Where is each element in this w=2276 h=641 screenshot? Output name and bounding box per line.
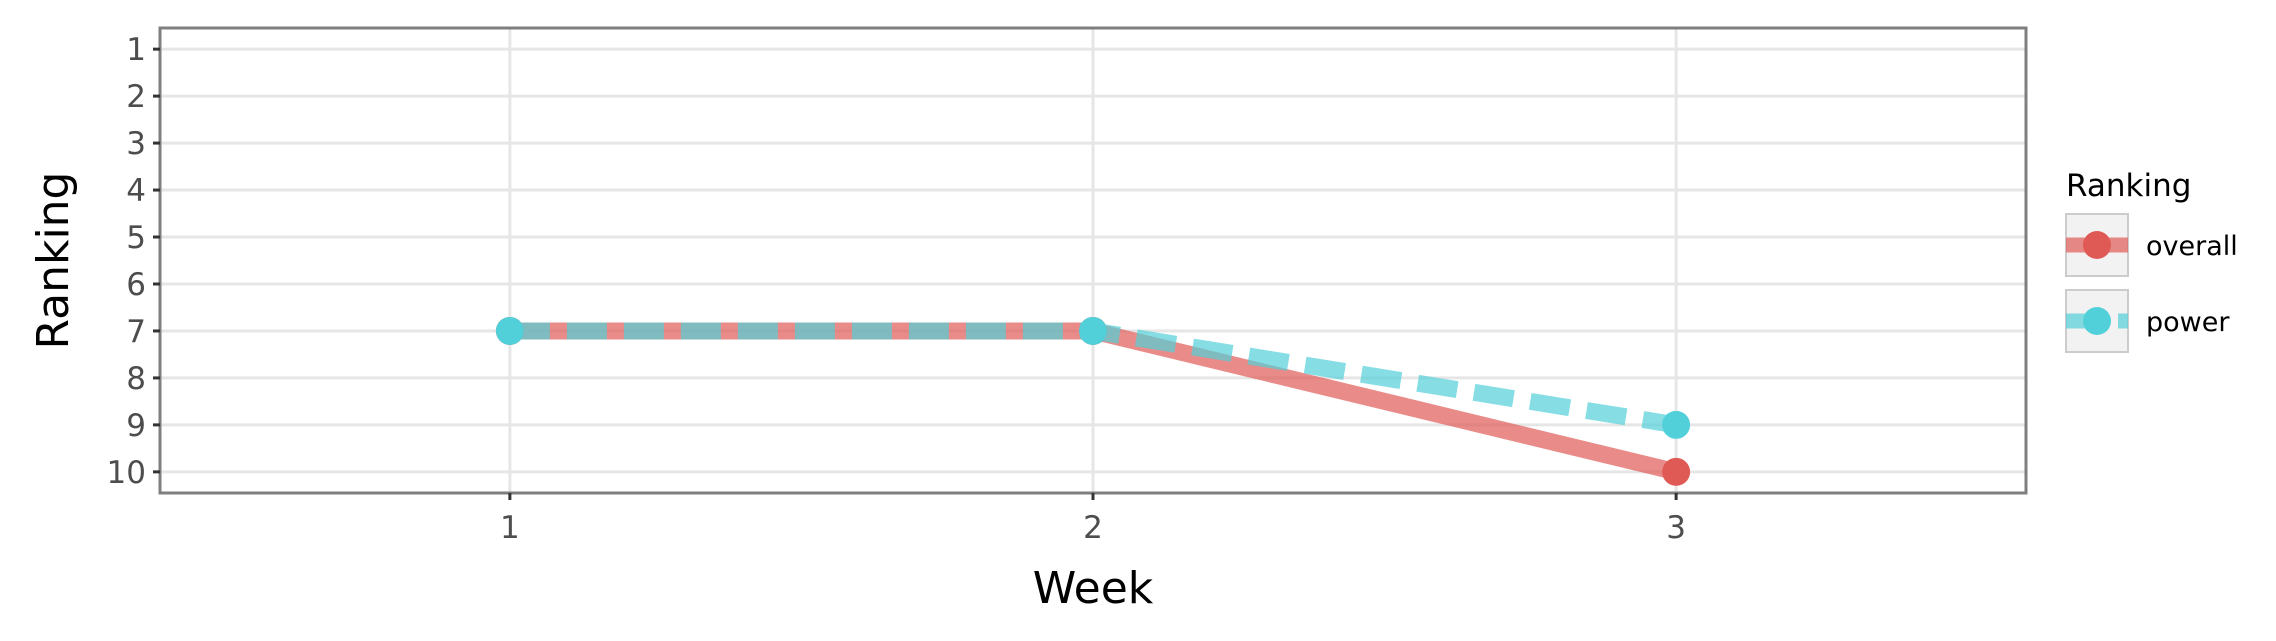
point-power-week-2 [1079,316,1107,345]
x-tick-label-2: 2 [1083,510,1103,546]
y-tick-label-9: 9 [126,408,146,444]
point-power-week-1 [495,316,524,345]
legend-title: Ranking [2066,168,2191,204]
point-overall-week-3 [1662,457,1691,486]
y-tick-label-1: 1 [126,32,146,68]
y-tick-label-2: 2 [126,79,146,115]
y-axis-title: Ranking [28,172,79,350]
grid-lines [160,28,2026,493]
point-power-week-3 [1662,410,1691,439]
legend-key-point-power [2083,307,2111,335]
axis-ticks: 1 2 3 4 5 6 7 8 9 10 1 2 3 [107,32,1686,546]
legend-label-overall: overall [2146,231,2238,262]
x-tick-label-3: 3 [1666,510,1686,546]
x-axis-title: Week [1033,563,1154,614]
legend-key-point-overall [2083,231,2111,259]
legend: Ranking overall power [2065,168,2238,353]
y-tick-label-10: 10 [107,455,146,491]
y-tick-label-4: 4 [126,173,146,209]
legend-label-power: power [2146,307,2230,338]
x-tick-label-1: 1 [500,510,520,546]
y-tick-label-3: 3 [126,126,146,162]
y-tick-label-6: 6 [126,267,146,303]
y-tick-label-7: 7 [126,314,146,350]
y-tick-label-5: 5 [126,220,146,256]
series-points [495,316,1691,486]
y-tick-label-8: 8 [126,361,146,397]
